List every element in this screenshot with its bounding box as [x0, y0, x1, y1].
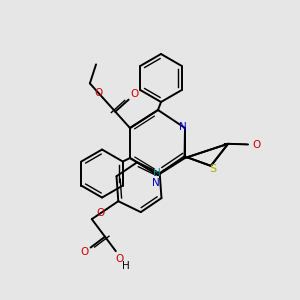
Text: O: O [130, 89, 139, 99]
Text: O: O [97, 208, 105, 218]
Text: S: S [209, 164, 216, 174]
Text: O: O [252, 140, 260, 150]
Text: O: O [81, 247, 89, 257]
Text: O: O [94, 88, 103, 98]
Text: O: O [116, 254, 124, 264]
Text: H: H [152, 168, 160, 178]
Text: H: H [122, 261, 129, 271]
Text: N: N [179, 122, 187, 132]
Text: N: N [152, 178, 160, 188]
